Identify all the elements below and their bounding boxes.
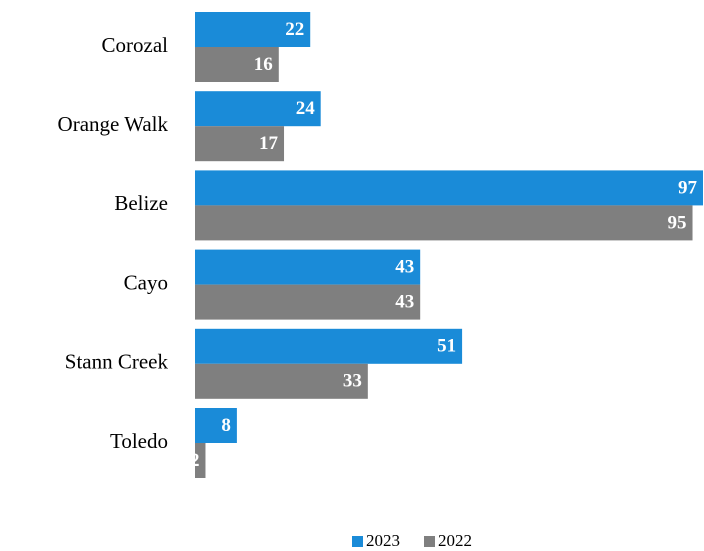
category-label: Belize	[114, 191, 168, 215]
legend-label: 2022	[438, 531, 472, 550]
value-label: 43	[395, 291, 414, 312]
category-label: Toledo	[110, 429, 168, 453]
value-label: 17	[259, 133, 279, 154]
legend-swatch	[352, 536, 363, 547]
value-label: 8	[221, 415, 231, 436]
bar	[195, 126, 285, 162]
bar	[195, 91, 321, 127]
bar	[195, 205, 693, 241]
value-label: 24	[296, 98, 316, 119]
value-label: 95	[668, 212, 687, 233]
legend-swatch	[424, 536, 435, 547]
bar	[195, 363, 368, 399]
category-label: Stann Creek	[65, 350, 169, 374]
category-label: Corozal	[102, 33, 169, 57]
bar	[195, 284, 421, 320]
bar	[195, 12, 311, 47]
category-label: Cayo	[124, 270, 168, 294]
bar	[195, 249, 421, 285]
bar	[195, 443, 206, 478]
value-label: 51	[437, 336, 456, 357]
bar	[195, 408, 237, 443]
value-label: 97	[678, 177, 698, 198]
value-label: 2	[190, 450, 200, 471]
value-label: 22	[285, 19, 304, 40]
value-label: 33	[343, 371, 362, 392]
legend-label: 2023	[366, 531, 400, 550]
bar	[195, 328, 463, 364]
bar	[195, 170, 703, 206]
value-label: 43	[395, 256, 414, 277]
value-label: 16	[254, 54, 273, 75]
bar	[195, 47, 279, 82]
category-label: Orange Walk	[58, 112, 169, 136]
